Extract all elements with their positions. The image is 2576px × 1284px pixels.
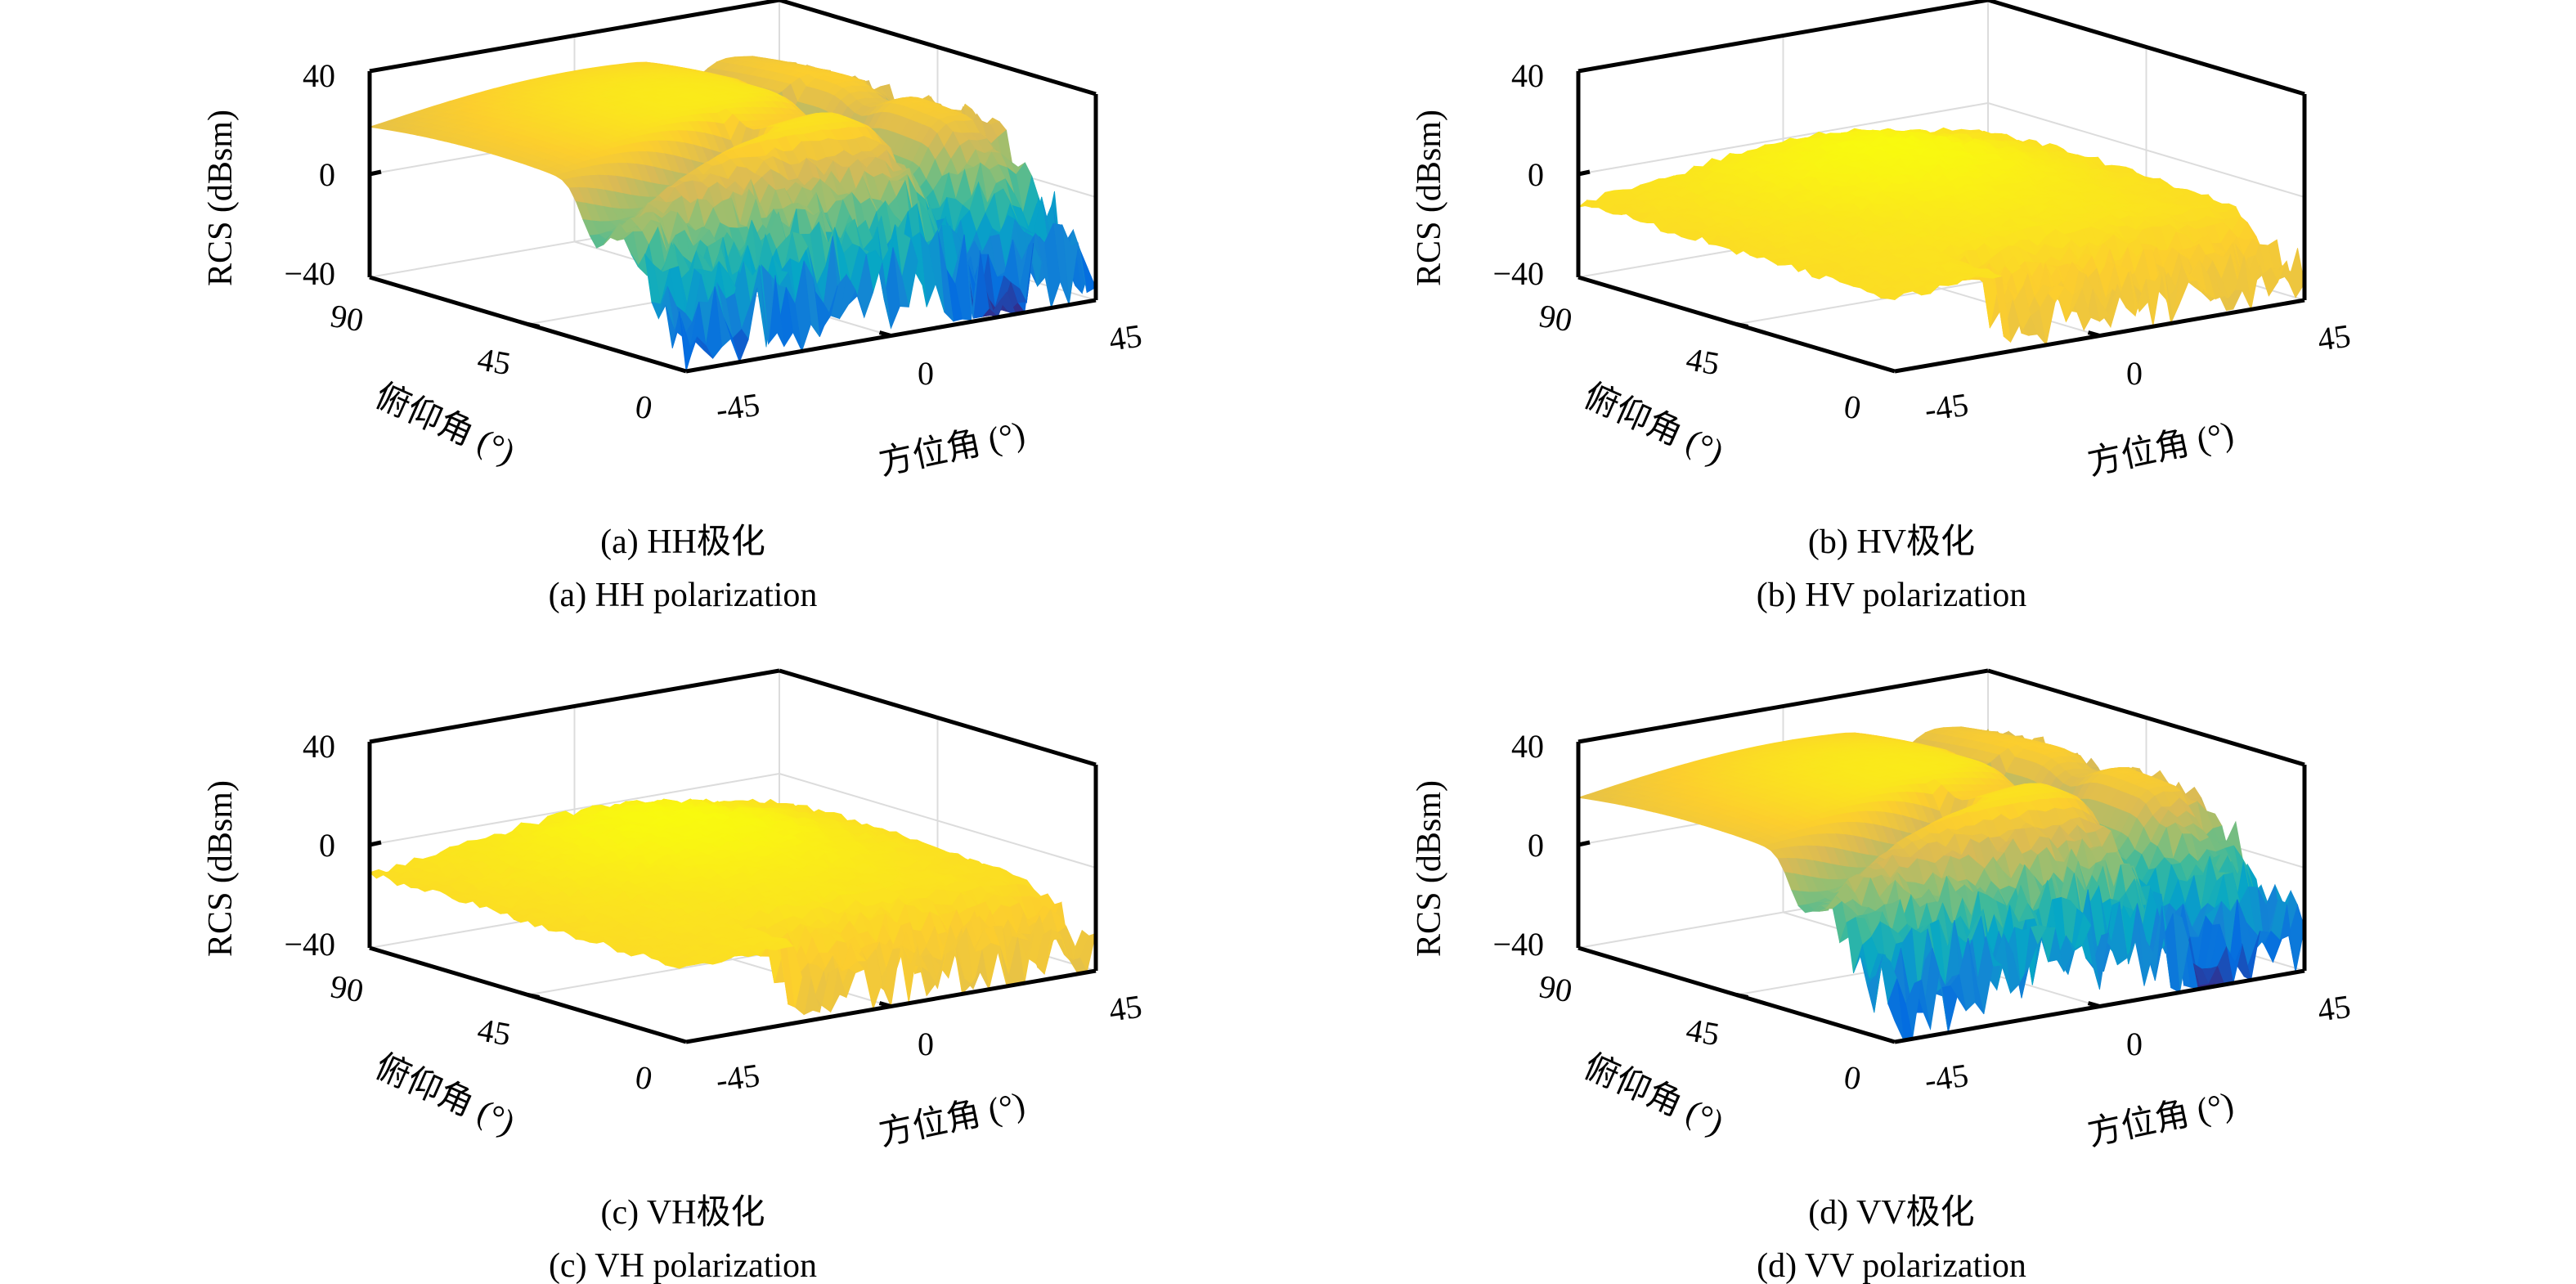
tick-mark: [527, 322, 541, 329]
surface: [369, 56, 1097, 372]
z-axis-label: RCS (dBsm): [1411, 110, 1448, 286]
caption-en: (a) HH polarization: [549, 577, 818, 614]
x-tick-label: 0: [918, 355, 934, 392]
surface-patch: [2288, 248, 2305, 299]
y-tick-label: 90: [1537, 297, 1575, 339]
caption-zh: (b) HV极化: [1808, 523, 1975, 561]
x-tick-label: 45: [1106, 317, 1144, 358]
tick-mark: [1577, 169, 1591, 177]
x-axis-label: 方位角 (°): [2085, 415, 2237, 483]
z-tick-label: −40: [284, 255, 335, 292]
tick-mark: [878, 330, 892, 338]
z-tick-label: 40: [1511, 57, 1544, 94]
z-tick-label: 0: [1528, 156, 1544, 193]
y-tick-label: 45: [1684, 340, 1722, 382]
subplot-a: 40 0 −40 90 45 0 -45 0 45 RCS (dBsm) 俯仰角 (°) 方位角 (°…: [202, 0, 1144, 614]
z-axis-label: RCS (dBsm): [202, 110, 240, 286]
x-tick-label: -45: [1923, 386, 1971, 429]
tick-mark: [2087, 330, 2101, 338]
z-tick-label: 0: [319, 156, 335, 193]
x-tick-label: 45: [2315, 317, 2353, 358]
tick-mark: [369, 169, 382, 177]
z-tick-label: 40: [303, 57, 335, 94]
z-tick-label: −40: [1492, 255, 1544, 292]
y-tick-label: 45: [475, 340, 514, 382]
tick-mark: [1735, 322, 1749, 329]
y-tick-label: 0: [1842, 388, 1865, 427]
caption-zh: (a) HH极化: [600, 523, 765, 561]
y-axis-label: 俯仰角 (°): [370, 376, 521, 472]
subplot-b: 40 0 −40 90 45 0 -45 0 45 RCS (dBsm) 俯仰角 (°) 方位角 (°…: [1411, 0, 2353, 614]
y-axis-label: 俯仰角 (°): [1578, 376, 1730, 472]
caption-en: (b) HV polarization: [1757, 577, 2026, 614]
y-tick-label: 90: [328, 297, 366, 339]
y-tick-label: 0: [633, 388, 656, 427]
x-tick-label: 0: [2126, 355, 2143, 392]
x-tick-label: -45: [714, 386, 762, 429]
surface: [1577, 127, 2305, 346]
x-axis-label: 方位角 (°): [876, 415, 1029, 483]
